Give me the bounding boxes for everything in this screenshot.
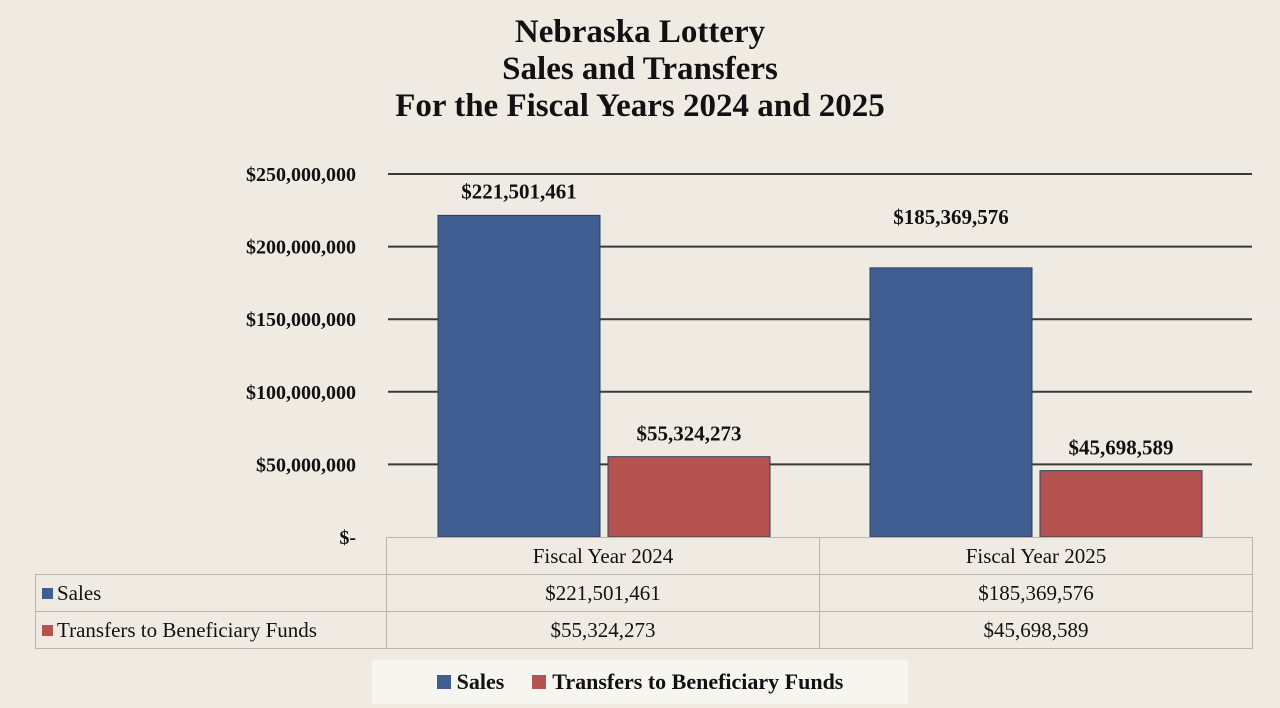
transfers-key-swatch bbox=[42, 624, 53, 636]
data-label: $185,369,576 bbox=[893, 205, 1009, 229]
bar-sales bbox=[437, 214, 601, 538]
y-tick-label: $100,000,000 bbox=[246, 382, 356, 404]
legend-swatch-transfers bbox=[532, 675, 547, 689]
column-header-fy2025: Fiscal Year 2025 bbox=[819, 537, 1253, 575]
sales-key-swatch bbox=[42, 587, 53, 599]
row-header-transfers-label: Transfers to Beneficiary Funds bbox=[57, 617, 317, 642]
data-table-corner bbox=[35, 537, 387, 575]
table-cell-transfers-fy2025: $45,698,589 bbox=[819, 611, 1253, 649]
row-header-sales: Sales bbox=[35, 574, 387, 612]
column-header-fy2024: Fiscal Year 2024 bbox=[386, 537, 820, 575]
data-table: Fiscal Year 2024 Fiscal Year 2025 Sales … bbox=[35, 537, 1253, 649]
bar-transfers bbox=[607, 456, 771, 538]
table-cell-transfers-fy2024: $55,324,273 bbox=[386, 611, 820, 649]
legend-item-transfers: Transfers to Beneficiary Funds bbox=[532, 669, 843, 695]
row-header-sales-label: Sales bbox=[57, 580, 102, 605]
data-label: $45,698,589 bbox=[1069, 436, 1174, 460]
y-tick-label: $200,000,000 bbox=[246, 237, 356, 259]
table-cell-sales-fy2024: $221,501,461 bbox=[386, 574, 820, 612]
y-tick-label: $250,000,000 bbox=[246, 164, 356, 186]
chart-title-line-2: Sales and Transfers bbox=[502, 51, 778, 87]
table-cell-sales-fy2025: $185,369,576 bbox=[819, 574, 1253, 612]
table-row: Sales $221,501,461 $185,369,576 bbox=[35, 574, 1253, 612]
data-table-header-row: Fiscal Year 2024 Fiscal Year 2025 bbox=[35, 537, 1253, 575]
bar-transfers bbox=[1039, 470, 1203, 538]
table-row: Transfers to Beneficiary Funds $55,324,2… bbox=[35, 611, 1253, 649]
data-label: $55,324,273 bbox=[637, 422, 742, 446]
bar-sales bbox=[869, 267, 1033, 538]
data-label: $221,501,461 bbox=[461, 179, 577, 203]
chart-title: Nebraska Lottery Sales and Transfers For… bbox=[0, 14, 1280, 125]
y-tick-label: $150,000,000 bbox=[246, 309, 356, 331]
y-tick-label: $50,000,000 bbox=[256, 454, 356, 476]
row-header-transfers: Transfers to Beneficiary Funds bbox=[35, 611, 387, 649]
chart-legend: Sales Transfers to Beneficiary Funds bbox=[372, 660, 908, 704]
legend-swatch-sales bbox=[436, 675, 451, 689]
chart-title-line-3: For the Fiscal Years 2024 and 2025 bbox=[395, 88, 885, 124]
legend-label-sales: Sales bbox=[456, 669, 505, 694]
legend-label-transfers: Transfers to Beneficiary Funds bbox=[552, 669, 844, 694]
chart-title-line-1: Nebraska Lottery bbox=[514, 14, 766, 50]
legend-item-sales: Sales bbox=[436, 669, 505, 695]
